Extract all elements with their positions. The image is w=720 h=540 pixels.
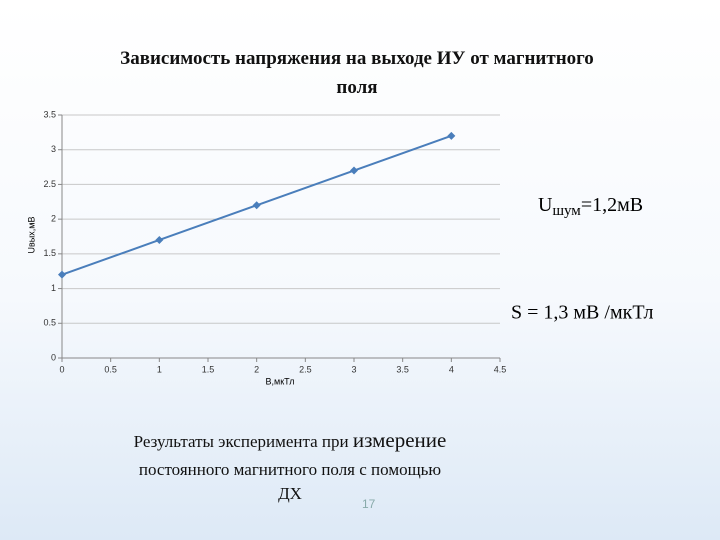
- x-axis-label: В,мкТл: [266, 376, 295, 386]
- x-tick-label: 3.5: [396, 364, 409, 374]
- noise-annotation: Uшум=1,2мВ: [538, 194, 643, 220]
- x-tick-label: 2: [254, 364, 259, 374]
- x-tick-label: 4: [449, 364, 454, 374]
- data-point: [447, 131, 456, 140]
- noise-sub: шум: [552, 203, 581, 219]
- x-tick-label: 3: [351, 364, 356, 374]
- y-tick-label: 3: [51, 144, 56, 154]
- chart-title: Зависимость напряжения на выходе ИУ от м…: [120, 48, 594, 98]
- data-point: [58, 270, 66, 279]
- caption-line: постоянного магнитного поля с помощью: [138, 460, 442, 479]
- noise-rest: =1,2мВ: [581, 194, 643, 216]
- y-tick-label: 0.5: [43, 318, 56, 328]
- caption-text: Результаты эксперимента при: [133, 432, 349, 451]
- caption-line: ДХ: [278, 484, 302, 503]
- x-tick-label: 1: [157, 364, 162, 374]
- x-tick-label: 4.5: [494, 364, 507, 374]
- y-tick-label: 0: [51, 352, 56, 362]
- caption-emphasis: измерение: [352, 428, 447, 452]
- y-tick-label: 1: [51, 283, 56, 293]
- y-axis-label: Uвых,мВ: [26, 217, 36, 254]
- data-point: [252, 201, 261, 210]
- y-tick-label: 2: [51, 214, 56, 224]
- data-point: [350, 166, 358, 175]
- x-tick-label: 2.5: [299, 364, 312, 374]
- x-tick-label: 0: [59, 364, 64, 374]
- sensitivity-annotation: S = 1,3 мВ /мкТл: [511, 302, 654, 324]
- y-tick-label: 1.5: [43, 248, 56, 258]
- page-number: 17: [362, 497, 376, 511]
- y-tick-label: 3.5: [43, 109, 56, 119]
- caption-line: Результаты эксперимента при измерение: [60, 428, 520, 453]
- noise-main: U: [538, 194, 553, 216]
- y-tick-label: 2.5: [43, 179, 56, 189]
- x-tick-label: 1.5: [202, 364, 215, 374]
- data-point: [155, 235, 164, 244]
- x-tick-label: 0.5: [104, 364, 117, 374]
